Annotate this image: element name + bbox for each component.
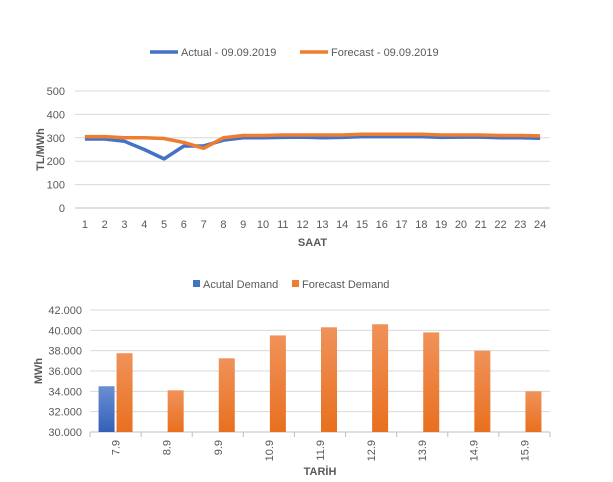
x-tick-label: 7.9	[111, 440, 123, 455]
bar-forecast	[218, 358, 235, 432]
legend-label: Forecast - 09.09.2019	[331, 47, 439, 59]
y-tick-label: 30.000	[48, 427, 82, 439]
x-tick-label: 10.9	[264, 440, 276, 461]
x-tick-label: 13	[316, 219, 328, 231]
x-tick-label: 15	[356, 219, 368, 231]
x-tick-label: 4	[141, 219, 147, 231]
bar-forecast	[269, 335, 286, 432]
x-tick-label: 12	[296, 219, 308, 231]
x-tick-label: 9.9	[213, 440, 225, 455]
y-tick-label: 300	[47, 133, 65, 145]
x-tick-label: 13.9	[417, 440, 429, 461]
y-axis-title: MWh	[33, 358, 45, 385]
y-tick-label: 38.000	[48, 346, 82, 358]
x-axis-title: SAAT	[298, 237, 327, 249]
bar-forecast	[423, 332, 440, 432]
bar-forecast	[525, 391, 542, 432]
bar-forecast	[372, 324, 389, 432]
x-tick-label: 22	[494, 219, 506, 231]
legend-label: Forecast Demand	[302, 279, 389, 291]
x-tick-label: 14.9	[468, 440, 480, 461]
x-tick-label: 14	[336, 219, 348, 231]
x-tick-label: 7	[201, 219, 207, 231]
y-tick-label: 400	[47, 109, 65, 121]
legend-swatch	[292, 280, 299, 287]
x-tick-label: 2	[102, 219, 108, 231]
series-line-actual	[84, 134, 541, 161]
y-axis-title: TL/MWh	[35, 128, 47, 171]
x-tick-label: 12.9	[366, 440, 378, 461]
x-tick-label: 15.9	[519, 440, 531, 461]
x-tick-label: 16	[376, 219, 388, 231]
bar-forecast	[167, 390, 184, 432]
x-tick-label: 21	[475, 219, 487, 231]
y-tick-label: 200	[47, 156, 65, 168]
x-tick-label: 23	[514, 219, 526, 231]
x-tick-label: 6	[181, 219, 187, 231]
legend-label: Actual - 09.09.2019	[181, 47, 276, 59]
bar-forecast	[321, 327, 337, 432]
x-tick-label: 24	[534, 219, 546, 231]
x-tick-label: 8	[220, 219, 226, 231]
legend-swatch	[193, 280, 200, 287]
y-tick-label: 34.000	[48, 386, 82, 398]
x-tick-label: 19	[435, 219, 447, 231]
y-tick-label: 500	[47, 86, 65, 98]
x-tick-label: 18	[415, 219, 427, 231]
x-tick-label: 10	[257, 219, 269, 231]
x-tick-label: 11.9	[315, 440, 327, 461]
bar-actual	[98, 386, 115, 432]
series-line-forecast	[84, 132, 541, 151]
x-tick-label: 8.9	[162, 440, 174, 455]
y-tick-label: 0	[59, 203, 65, 215]
legend-label: Acutal Demand	[203, 279, 278, 291]
bar-forecast	[474, 350, 491, 432]
x-tick-label: 20	[455, 219, 467, 231]
x-tick-label: 1	[82, 219, 88, 231]
x-tick-label: 5	[161, 219, 167, 231]
y-tick-label: 40.000	[48, 325, 82, 337]
y-tick-label: 100	[47, 180, 65, 192]
bar-forecast	[116, 353, 133, 432]
x-tick-label: 17	[395, 219, 407, 231]
x-tick-label: 11	[277, 219, 288, 231]
x-axis-title: TARİH	[304, 465, 337, 478]
y-tick-label: 36.000	[48, 366, 82, 378]
x-tick-label: 9	[240, 219, 246, 231]
y-tick-label: 32.000	[48, 407, 82, 419]
x-tick-label: 3	[121, 219, 127, 231]
y-tick-label: 42.000	[48, 305, 82, 317]
